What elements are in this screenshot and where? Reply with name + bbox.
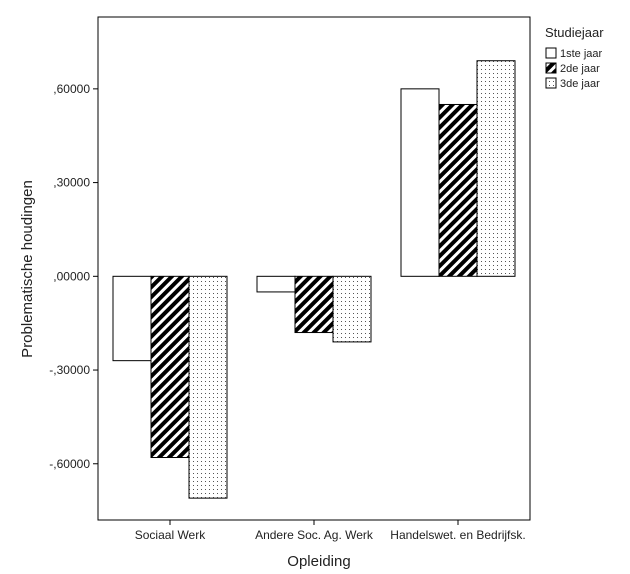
bar-2-2 xyxy=(294,275,334,334)
bar-1-3 xyxy=(400,88,440,277)
bar-2-1 xyxy=(150,275,190,459)
x-tick-label: Andere Soc. Ag. Werk xyxy=(255,528,374,542)
x-axis-title: Opleiding xyxy=(287,553,350,570)
y-tick-label: ,60000 xyxy=(53,82,90,96)
legend-swatch xyxy=(545,77,557,89)
y-axis: -,60000 -,30000 ,00000 ,30000 ,60000 xyxy=(49,82,98,471)
bar-3-2 xyxy=(332,275,372,343)
y-tick-label: -,60000 xyxy=(49,457,90,471)
x-tick-label: Handelswet. en Bedrijfsk. xyxy=(390,528,525,542)
bar-2-3 xyxy=(438,103,478,277)
bars-group xyxy=(112,60,516,499)
y-tick-label: ,00000 xyxy=(53,269,90,283)
legend-swatch xyxy=(545,47,557,59)
bar-3-1 xyxy=(188,275,228,499)
legend: Studiejaar 1ste jaar 2de jaar 3de jaar xyxy=(545,25,604,90)
y-axis-title: Problematische houdingen xyxy=(19,180,36,358)
bar-1-2 xyxy=(256,275,296,293)
bar-1-1 xyxy=(112,275,152,362)
x-axis: Sociaal Werk Andere Soc. Ag. Werk Handelsw… xyxy=(135,520,526,542)
legend-title: Studiejaar xyxy=(545,25,604,40)
y-tick-label: -,30000 xyxy=(49,363,90,377)
bar-3-3 xyxy=(476,60,516,277)
legend-label: 1ste jaar xyxy=(560,48,603,60)
legend-label: 2de jaar xyxy=(560,63,600,75)
legend-label: 3de jaar xyxy=(560,78,600,90)
x-tick-label: Sociaal Werk xyxy=(135,528,206,542)
legend-swatch xyxy=(545,62,557,74)
y-tick-label: ,30000 xyxy=(53,176,90,190)
